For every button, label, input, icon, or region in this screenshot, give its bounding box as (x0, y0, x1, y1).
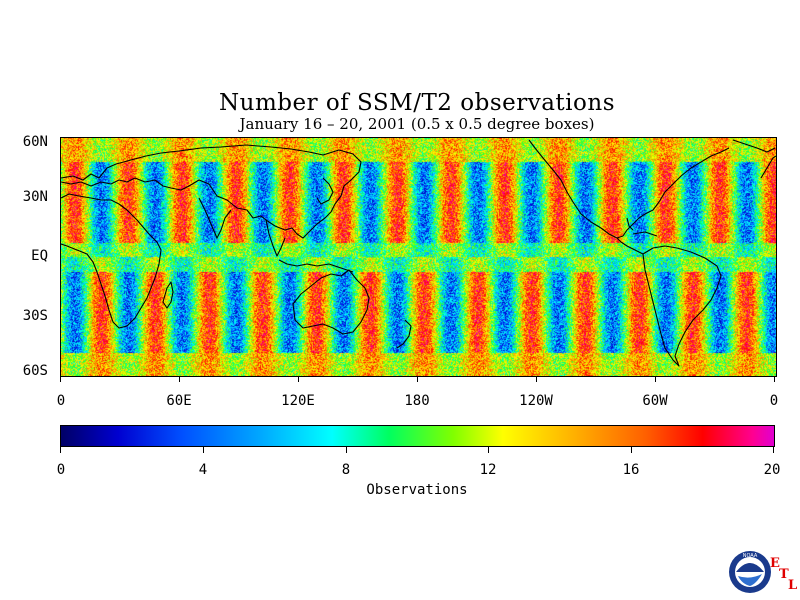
lat-label-30s: 30S (22, 308, 48, 324)
coastline-eurasia (61, 144, 362, 239)
lat-label-60n: 60N (22, 134, 48, 150)
lon-tick (298, 376, 299, 382)
lon-tick (179, 376, 180, 382)
lon-label-120w: 120W (519, 393, 553, 409)
noaa-logo-icon: NOAA (729, 551, 771, 593)
lon-tick (536, 376, 537, 382)
lon-label-60w: 60W (642, 393, 668, 409)
coastline-india (198, 197, 232, 239)
lon-label-360: 0 (769, 393, 779, 409)
map-subtitle: January 16 – 20, 2001 (0.5 x 0.5 degree … (239, 115, 595, 133)
coastline-japan (316, 177, 334, 205)
colorbar-tick (203, 447, 204, 453)
map-title: Number of SSM/T2 observations (219, 90, 615, 116)
lon-tick (417, 376, 418, 382)
colorbar-label-4: 4 (198, 462, 208, 478)
colorbar-label-16: 16 (622, 462, 640, 478)
coastline-north-america (528, 139, 730, 239)
coastline-new-zealand (396, 319, 412, 349)
coastline-indonesia (278, 259, 354, 273)
lon-label-120e: 120E (281, 393, 315, 409)
coastline-europe-west (760, 155, 776, 179)
coastline-greenland (732, 139, 776, 153)
lon-tick (60, 376, 61, 382)
coastline-cuba (632, 231, 658, 237)
coastline-overlay (61, 139, 776, 367)
lon-tick (774, 376, 775, 382)
coastline-se-asia (265, 219, 286, 257)
colorbar-title: Observations (366, 482, 468, 498)
noaa-logo-text: NOAA (743, 553, 758, 559)
colorbar-label-8: 8 (341, 462, 351, 478)
lon-label-0: 0 (56, 393, 66, 409)
colorbar-label-20: 20 (763, 462, 781, 478)
coastline-central-america (616, 237, 644, 255)
etl-logo-letter-e: E (770, 556, 780, 571)
coastline-south-america (642, 245, 722, 367)
lon-label-60e: 60E (166, 393, 192, 409)
observation-heatmap (61, 138, 776, 376)
colorbar-tick (773, 447, 774, 453)
etl-logo-letter-l: L (788, 578, 798, 593)
colorbar-tick (631, 447, 632, 453)
coastline-australia (292, 269, 370, 335)
lon-tick (655, 376, 656, 382)
etl-logo-letter-t: T (779, 567, 789, 582)
colorbar-tick (60, 447, 61, 453)
lon-label-180: 180 (404, 393, 430, 409)
coastline-florida (626, 217, 634, 231)
lat-label-60s: 60S (22, 363, 48, 379)
colorbar-label-12: 12 (479, 462, 497, 478)
lat-label-30n: 30N (22, 189, 48, 205)
observation-map (60, 137, 777, 377)
lat-label-eq: EQ (31, 248, 48, 264)
colorbar-tick (488, 447, 489, 453)
colorbar-label-0: 0 (56, 462, 66, 478)
colorbar (60, 425, 775, 447)
coastline-africa (61, 193, 162, 329)
colorbar-tick (346, 447, 347, 453)
coastline-madagascar (162, 281, 174, 309)
